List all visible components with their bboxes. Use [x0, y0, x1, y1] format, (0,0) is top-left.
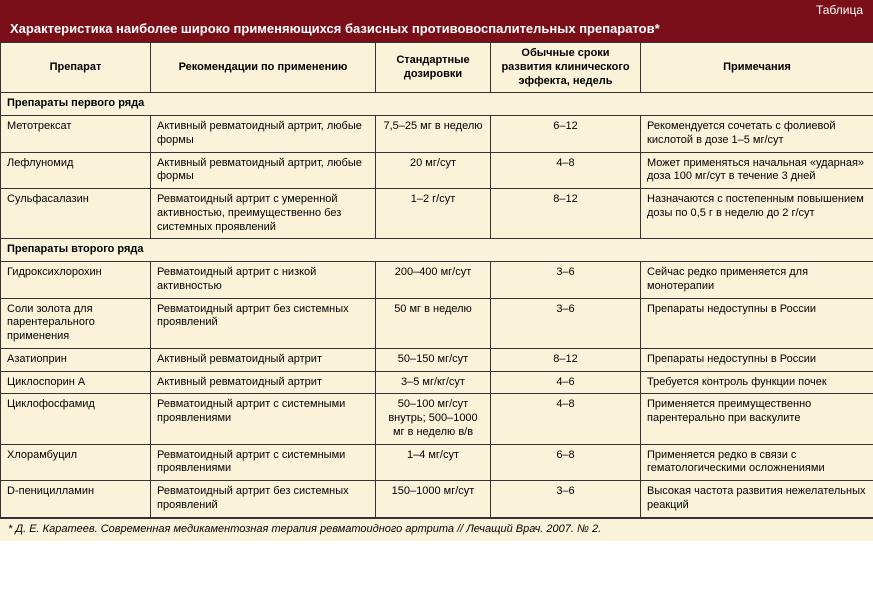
cell-dose: 150–1000 мг/сут — [376, 481, 491, 518]
cell-rec: Ревматоидный артрит без системных проявл… — [151, 298, 376, 348]
cell-note: Препараты недоступны в России — [641, 348, 873, 371]
cell-note: Рекомендуется сочетать с фолиевой кислот… — [641, 116, 873, 153]
cell-weeks: 3–6 — [491, 262, 641, 299]
cell-dose: 50 мг в неделю — [376, 298, 491, 348]
section-heading-row: Препараты первого ряда — [1, 93, 873, 116]
cell-weeks: 6–12 — [491, 116, 641, 153]
cell-dose: 50–150 мг/сут — [376, 348, 491, 371]
cell-rec: Ревматоидный артрит с низкой активностью — [151, 262, 376, 299]
cell-weeks: 4–8 — [491, 152, 641, 189]
cell-rec: Активный ревматоидный артрит, любые форм… — [151, 152, 376, 189]
table-row: Соли золота для парентерального применен… — [1, 298, 873, 348]
cell-dose: 7,5–25 мг в неделю — [376, 116, 491, 153]
cell-weeks: 8–12 — [491, 189, 641, 239]
table-row: ХлорамбуцилРевматоидный артрит с системн… — [1, 444, 873, 481]
table-row: МетотрексатАктивный ревматоидный артрит,… — [1, 116, 873, 153]
table-title: Характеристика наиболее широко применяющ… — [0, 17, 873, 42]
col-rec: Рекомендации по применению — [151, 43, 376, 93]
col-note: Примечания — [641, 43, 873, 93]
table-row: Циклоспорин ААктивный ревматоидный артри… — [1, 371, 873, 394]
table-row: D-пеницилламинРевматоидный артрит без си… — [1, 481, 873, 518]
cell-rec: Активный ревматоидный артрит — [151, 371, 376, 394]
cell-drug: Лефлуномид — [1, 152, 151, 189]
cell-drug: Циклоспорин А — [1, 371, 151, 394]
cell-note: Препараты недоступны в России — [641, 298, 873, 348]
cell-weeks: 6–8 — [491, 444, 641, 481]
cell-drug: Азатиоприн — [1, 348, 151, 371]
cell-note: Назначаются с постепенным повышением доз… — [641, 189, 873, 239]
cell-dose: 20 мг/сут — [376, 152, 491, 189]
cell-dose: 50–100 мг/сут внутрь; 500–1000 мг в неде… — [376, 394, 491, 444]
cell-drug: Хлорамбуцил — [1, 444, 151, 481]
cell-weeks: 8–12 — [491, 348, 641, 371]
cell-weeks: 3–6 — [491, 481, 641, 518]
cell-drug: Циклофосфамид — [1, 394, 151, 444]
col-dose: Стандартные дозировки — [376, 43, 491, 93]
col-weeks: Обычные сроки развития клинического эффе… — [491, 43, 641, 93]
cell-dose: 1–4 мг/сут — [376, 444, 491, 481]
drug-table: Препарат Рекомендации по применению Стан… — [0, 42, 873, 518]
cell-drug: Метотрексат — [1, 116, 151, 153]
table-row: ГидроксихлорохинРевматоидный артрит с ни… — [1, 262, 873, 299]
section-heading: Препараты второго ряда — [1, 239, 873, 262]
table-row: СульфасалазинРевматоидный артрит с умере… — [1, 189, 873, 239]
section-heading-row: Препараты второго ряда — [1, 239, 873, 262]
cell-weeks: 4–8 — [491, 394, 641, 444]
cell-note: Может применяться начальная «ударная» до… — [641, 152, 873, 189]
cell-drug: Гидроксихлорохин — [1, 262, 151, 299]
section-heading: Препараты первого ряда — [1, 93, 873, 116]
cell-drug: Сульфасалазин — [1, 189, 151, 239]
table-row: ЦиклофосфамидРевматоидный артрит с систе… — [1, 394, 873, 444]
table-label: Таблица — [0, 0, 873, 17]
cell-weeks: 3–6 — [491, 298, 641, 348]
cell-rec: Активный ревматоидный артрит, любые форм… — [151, 116, 376, 153]
cell-rec: Ревматоидный артрит без системных проявл… — [151, 481, 376, 518]
cell-rec: Ревматоидный артрит с системными проявле… — [151, 394, 376, 444]
table-row: ЛефлуномидАктивный ревматоидный артрит, … — [1, 152, 873, 189]
header-row: Препарат Рекомендации по применению Стан… — [1, 43, 873, 93]
cell-drug: D-пеницилламин — [1, 481, 151, 518]
cell-dose: 1–2 г/сут — [376, 189, 491, 239]
cell-note: Применяется преимущественно парентеральн… — [641, 394, 873, 444]
cell-note: Требуется контроль функции почек — [641, 371, 873, 394]
cell-rec: Ревматоидный артрит с умеренной активнос… — [151, 189, 376, 239]
cell-note: Сейчас редко применяется для монотерапии — [641, 262, 873, 299]
cell-rec: Ревматоидный артрит с системными проявле… — [151, 444, 376, 481]
cell-drug: Соли золота для парентерального применен… — [1, 298, 151, 348]
table-container: Таблица Характеристика наиболее широко п… — [0, 0, 873, 541]
cell-weeks: 4–6 — [491, 371, 641, 394]
table-row: АзатиопринАктивный ревматоидный артрит50… — [1, 348, 873, 371]
cell-dose: 3–5 мг/кг/сут — [376, 371, 491, 394]
col-drug: Препарат — [1, 43, 151, 93]
cell-note: Применяется редко в связи с гематологиче… — [641, 444, 873, 481]
cell-rec: Активный ревматоидный артрит — [151, 348, 376, 371]
cell-dose: 200–400 мг/сут — [376, 262, 491, 299]
footnote: * Д. Е. Каратеев. Современная медикамент… — [0, 518, 873, 541]
cell-note: Высокая частота развития нежелательных р… — [641, 481, 873, 518]
